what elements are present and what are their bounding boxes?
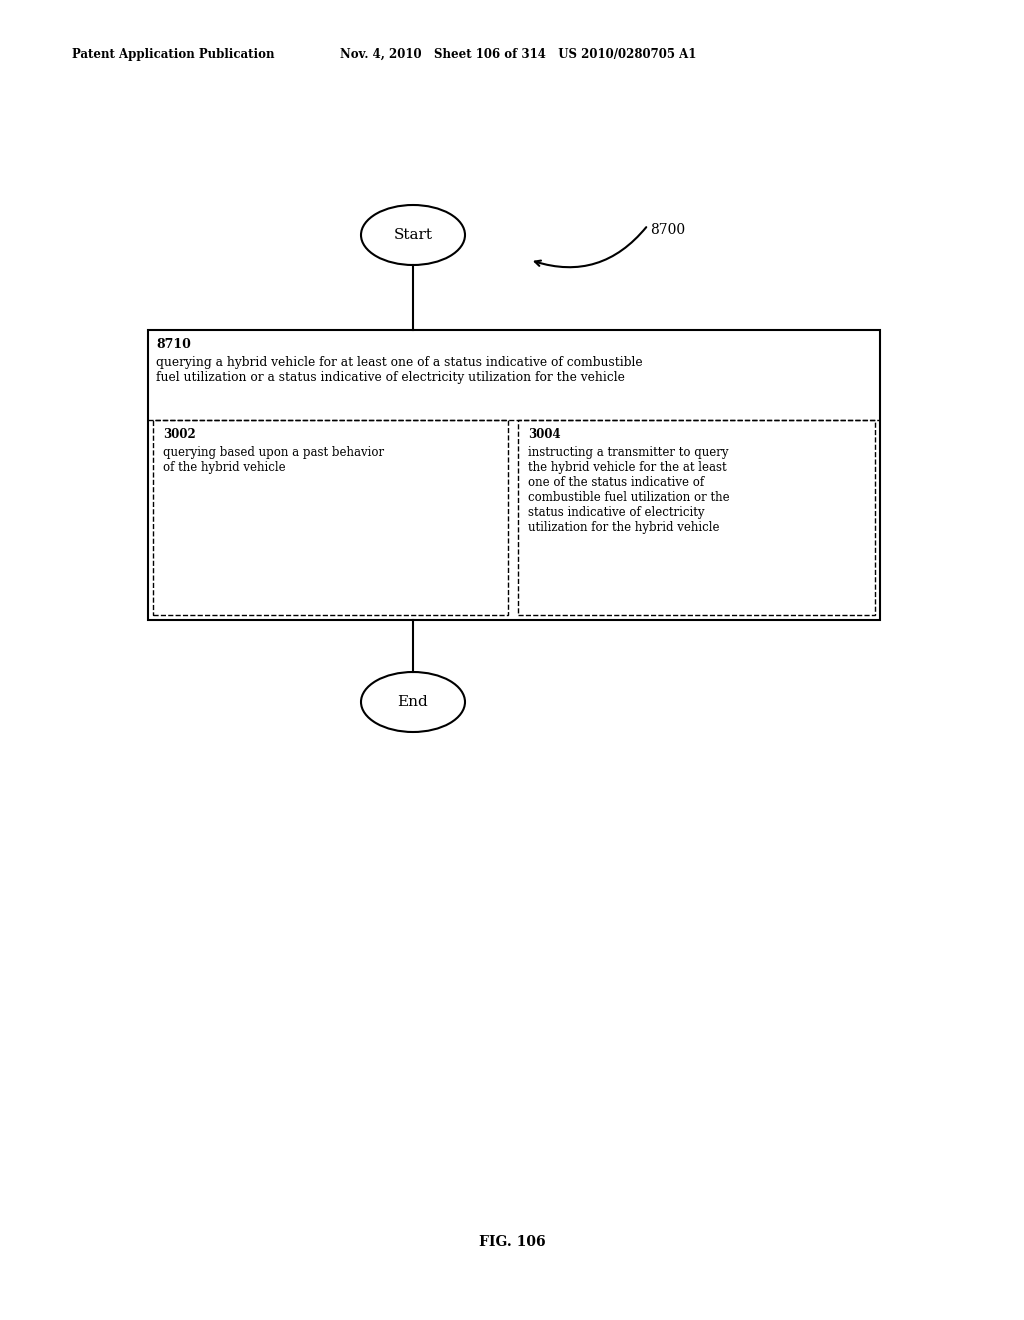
Text: querying a hybrid vehicle for at least one of a status indicative of combustible: querying a hybrid vehicle for at least o… (156, 356, 643, 384)
Text: Nov. 4, 2010   Sheet 106 of 314   US 2010/0280705 A1: Nov. 4, 2010 Sheet 106 of 314 US 2010/02… (340, 48, 696, 61)
Text: 8710: 8710 (156, 338, 190, 351)
Text: Patent Application Publication: Patent Application Publication (72, 48, 274, 61)
Bar (148, 330, 880, 620)
Bar (153, 420, 508, 615)
Text: 3002: 3002 (163, 428, 196, 441)
Text: FIG. 106: FIG. 106 (478, 1236, 546, 1249)
Text: Start: Start (393, 228, 432, 242)
Text: instructing a transmitter to query
the hybrid vehicle for the at least
one of th: instructing a transmitter to query the h… (528, 446, 730, 535)
Text: End: End (397, 696, 428, 709)
Text: querying based upon a past behavior
of the hybrid vehicle: querying based upon a past behavior of t… (163, 446, 384, 474)
Bar (518, 420, 874, 615)
Text: 3004: 3004 (528, 428, 560, 441)
Text: 8700: 8700 (650, 223, 685, 238)
